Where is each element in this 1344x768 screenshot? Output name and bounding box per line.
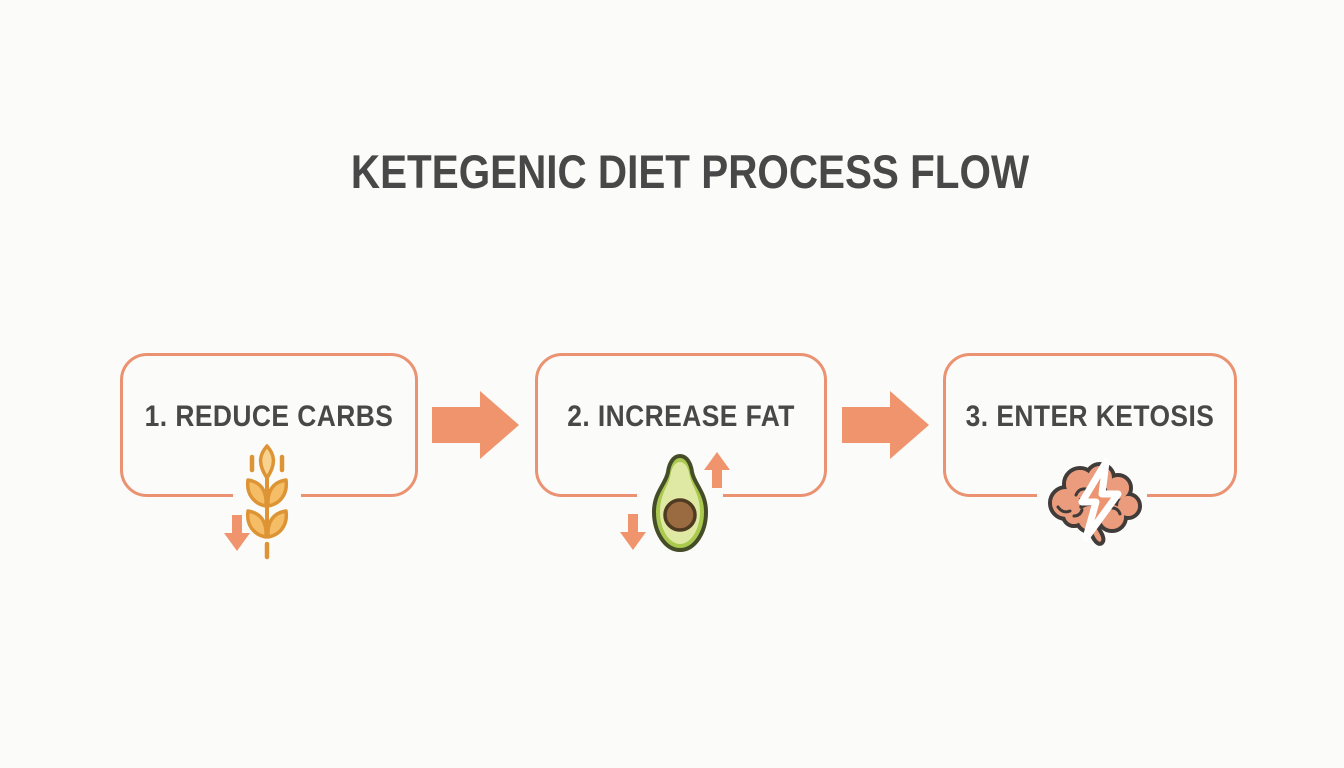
step-box-enter-ketosis: 3. ENTER KETOSIS [943, 353, 1237, 497]
brain-lightning-icon [1040, 456, 1148, 553]
avocado-icon [646, 452, 714, 559]
fat-increase-arrow-icon [704, 452, 730, 493]
page-title: KETEGENIC DIET PROCESS FLOW [350, 145, 1030, 198]
flow-arrow-2 [842, 390, 930, 460]
arrow-right-icon [842, 391, 929, 459]
carbs-decrease-arrow-icon [224, 515, 250, 556]
step-label-reduce-carbs: 1. REDUCE CARBS [144, 400, 394, 433]
wheat-icon [239, 444, 295, 565]
fat-decrease-arrow-icon [620, 514, 646, 555]
arrow-right-icon [432, 391, 519, 459]
step-label-increase-fat: 2. INCREASE FAT [567, 400, 795, 433]
step-label-enter-ketosis: 3. ENTER KETOSIS [965, 400, 1215, 433]
flow-arrow-1 [432, 390, 520, 460]
